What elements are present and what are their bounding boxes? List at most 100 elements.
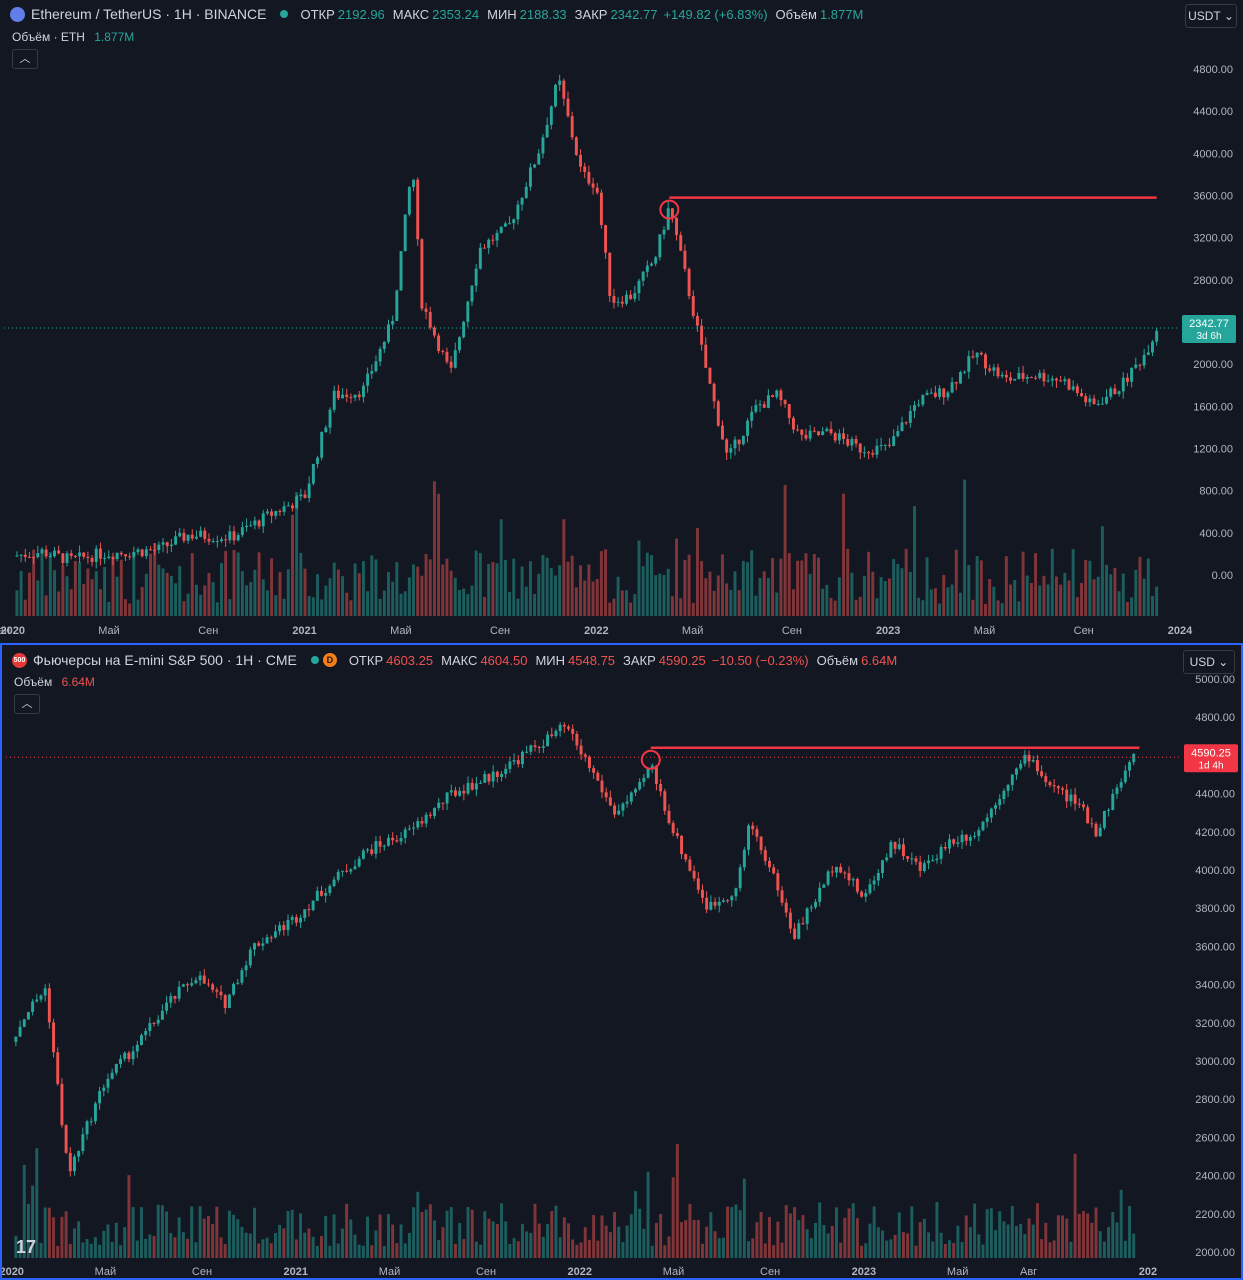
eth-symbol-title[interactable]: Ethereum / TetherUS · 1H · BINANCE [31,6,267,22]
x-tick-label: Май [663,1266,685,1278]
volume-bar [152,1236,156,1258]
volume-bar [914,1245,918,1258]
volume-bar [1077,1213,1081,1258]
x-tick-label: 2022 [584,625,608,637]
volume-bar [462,1239,466,1258]
volume-bar [864,1243,868,1258]
volume-bar [528,561,532,616]
candle-body [1080,393,1083,397]
volume-bar [1065,1218,1069,1258]
volume-bar [541,555,545,616]
candle-body [574,137,578,155]
es-currency-select[interactable]: USD ⌄ [1183,650,1235,674]
candle-body [766,395,770,408]
eth-currency-select[interactable]: USDT ⌄ [1185,4,1237,28]
x-tick-label: Авг [1020,1266,1037,1278]
candle-body [942,388,946,398]
candle-body [1086,807,1090,824]
candle-body [634,789,637,793]
candle-body [796,429,800,431]
candle-body [420,239,424,309]
candle-body [332,390,336,410]
eth-chart-panel[interactable]: 4800.00 4400.00 4000.00 3600.00 3200.00 2800.… [0,0,1243,642]
volume-bar [688,1203,692,1258]
candle-body [345,870,349,872]
price-badge-value: 2342.77 [1189,318,1229,330]
candle-body [741,435,745,445]
candle-body [933,392,937,397]
volume-bar [583,580,587,616]
candle-body [190,534,194,539]
volume-bar [571,1239,575,1258]
volume-bar [1029,583,1033,616]
volume-bar [579,1242,583,1258]
tradingview-logo-icon[interactable]: 17 [16,1237,37,1257]
candle-body [562,80,566,99]
candle-body [128,556,132,558]
candle-body [906,856,910,859]
y-tick-label: 5000.00 [1195,674,1235,686]
volume-bar [303,1232,307,1258]
volume-bar [1013,579,1017,616]
volume-bar [981,1244,985,1258]
volume-bar [562,519,566,616]
volume-bar [783,484,787,616]
volume-bar [775,592,779,616]
volume-bar [558,565,562,616]
volume-bar [604,1225,608,1258]
candle-body [186,534,190,541]
collapse-legend-button[interactable]: ︿ [14,694,40,714]
candle-body [833,433,837,441]
candle-body [236,535,240,541]
volume-bar [445,1210,449,1258]
volume-bar [641,566,645,616]
candle-body [90,557,94,562]
candle-body [734,888,738,897]
volume-bar [500,1203,503,1258]
candle-body [985,817,989,822]
candle-body [814,901,817,908]
y-tick-label: 2000.00 [1193,359,1233,371]
candle-body [545,124,549,138]
collapse-legend-button[interactable]: ︿ [12,49,38,69]
candle-body [1088,398,1092,403]
candle-body [558,724,562,732]
candle-body [952,839,956,844]
volume-bar [821,588,825,616]
es-chart-canvas[interactable]: 5000.004800.004600.004400.004200.004000.… [2,645,1243,1280]
eth-chart-canvas[interactable]: 4800.00 4400.00 4000.00 3600.00 3200.00 2800.… [0,0,1243,642]
candle-body [407,828,411,830]
volume-bar [922,1218,926,1258]
candle-body [679,234,683,251]
candle-body [529,745,533,752]
candle-body [366,849,370,851]
volume-bar [808,573,812,616]
volume-bar [1004,556,1008,616]
volume-bar [244,1232,248,1258]
candle-body [1128,762,1131,771]
volume-bar [977,1234,981,1258]
candle-body [178,532,182,537]
volume-bar [574,587,578,616]
volume-bar [149,553,152,616]
es-chart-panel[interactable]: 5000.004800.004600.004400.004200.004000.… [0,643,1243,1280]
candle-body [366,373,370,386]
volume-bar [56,1245,60,1258]
candle-body [282,925,286,931]
volume-bar [93,1237,97,1258]
candle-body [274,511,278,516]
candle-body [960,834,964,843]
candle-body [650,765,654,769]
candle-body [883,444,887,446]
candle-body [341,394,345,399]
volume-bar [124,599,127,616]
volume-bar [424,1209,428,1258]
es-symbol-title[interactable]: Фьючерсы на E-mini S&P 500 · 1H · CME [33,652,297,668]
volume-bar [340,1228,344,1258]
volume-bar [733,571,737,616]
candle-body [830,871,834,873]
candle-body [629,294,633,299]
volume-bar [670,596,674,616]
volume-bar [336,569,340,616]
candle-body [102,1087,106,1092]
